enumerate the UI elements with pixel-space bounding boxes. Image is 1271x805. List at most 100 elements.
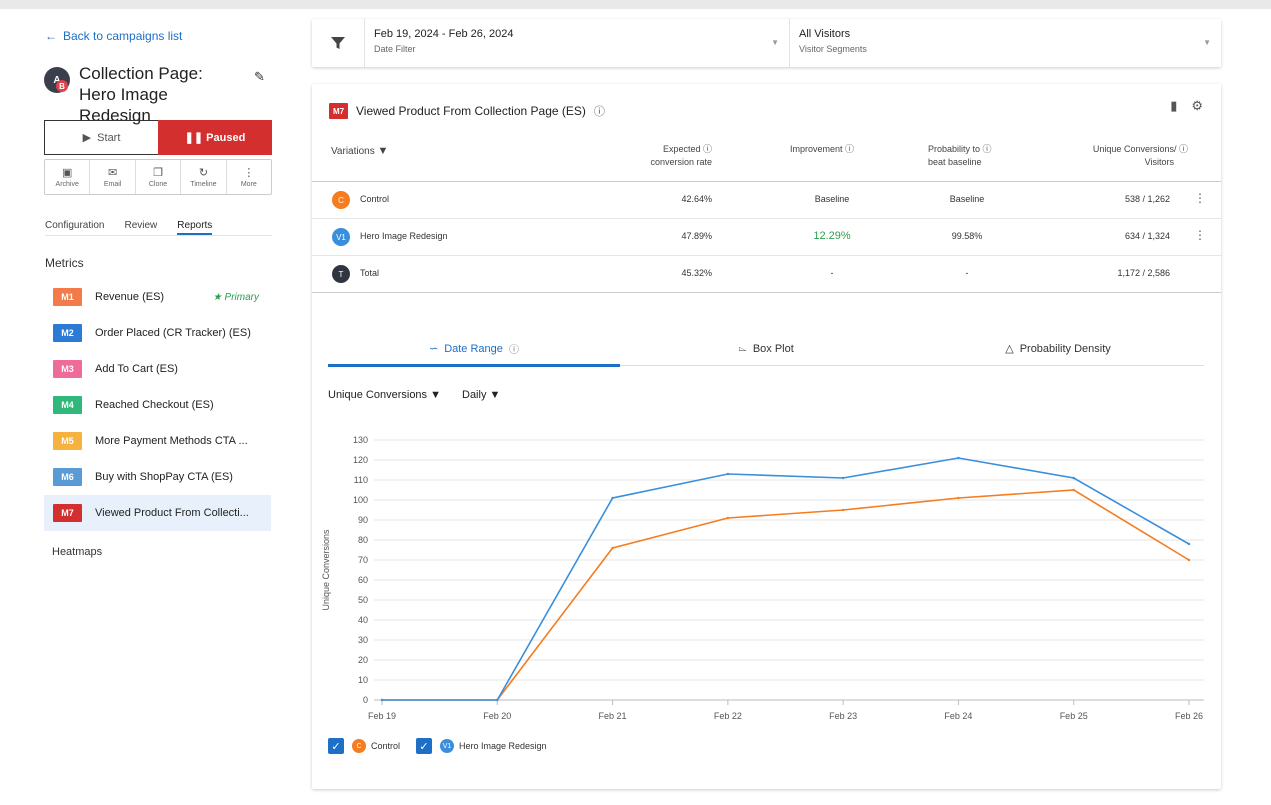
y-tick-label: 90 (358, 515, 368, 525)
variation-badge: C (332, 191, 350, 209)
metric-label: Order Placed (CR Tracker) (ES) (95, 327, 251, 339)
help-icon[interactable]: ⓘ (845, 144, 855, 154)
email-label: Email (103, 180, 122, 188)
variation-name: Hero Image Redesign (360, 231, 448, 241)
probability: 99.58% (951, 231, 983, 241)
box-plot-icon: ⌳ (738, 342, 747, 354)
kebab-icon[interactable]: ⋮ (1194, 191, 1206, 205)
metric-dropdown[interactable]: Unique Conversions ▼ (328, 389, 441, 401)
y-axis-label: Unique Conversions (321, 529, 331, 611)
probability: - (965, 268, 969, 278)
tab-review[interactable]: Review (124, 220, 158, 231)
archive-icon: ▣ (62, 166, 73, 179)
y-tick-label: 100 (353, 495, 368, 505)
checkbox-variation[interactable]: ✓ (416, 738, 433, 754)
report-title: M7 Viewed Product From Collection Page (… (329, 103, 605, 119)
probability-header: Probability to ⓘ beat baseline (928, 143, 992, 169)
conversions-header: Unique Conversions/ ⓘ Visitors (1052, 143, 1188, 169)
clone-button[interactable]: ❐ Clone (136, 160, 182, 194)
more-button[interactable]: ⋮ More (227, 160, 271, 194)
metric-badge: M5 (53, 432, 82, 450)
y-tick-label: 30 (358, 635, 368, 645)
data-point (1187, 542, 1191, 546)
history-icon: ↻ (198, 166, 209, 179)
action-bar: ▣ Archive ✉ Email ❐ Clone ↻ Timeline ⋮ More (44, 159, 272, 195)
improvement-header: Improvement ⓘ (790, 143, 854, 156)
timeline-label: Timeline (190, 180, 217, 188)
tab-configuration[interactable]: Configuration (45, 220, 105, 231)
data-point (1187, 558, 1191, 562)
kebab-icon: ⋮ (243, 166, 255, 179)
start-button[interactable]: ▶ Start (44, 120, 158, 155)
caret-down-icon: ▼ (489, 389, 501, 401)
metric-label: Viewed Product From Collecti... (95, 507, 249, 519)
density-icon: △ (1005, 343, 1014, 355)
primary-badge: ★ Primary (213, 292, 259, 303)
clone-label: Clone (148, 180, 168, 188)
visitor-segment-filter[interactable]: All Visitors Visitor Segments ▼ (790, 19, 1221, 67)
metric-item-m7[interactable]: M7 Viewed Product From Collecti... (44, 495, 271, 531)
back-link[interactable]: ← Back to campaigns list (45, 29, 182, 43)
chart-legend: ✓ C Control ✓ V1 Hero Image Redesign (328, 738, 547, 754)
tab-label: Box Plot (752, 342, 794, 355)
heatmaps-section[interactable]: Heatmaps (52, 546, 103, 558)
y-tick-label: 120 (353, 455, 368, 465)
top-strip (0, 0, 1271, 9)
tab-date-range[interactable]: ∽ Date Range ⓘ (328, 332, 620, 367)
arrow-left-icon: ← (45, 29, 57, 43)
metric-label: Reached Checkout (ES) (95, 399, 214, 411)
info-icon[interactable]: ⓘ (593, 106, 605, 118)
kebab-icon[interactable]: ⋮ (1194, 228, 1206, 242)
bookmark-icon[interactable]: ▮ (1170, 98, 1178, 113)
metric-item-m2[interactable]: M2 Order Placed (CR Tracker) (ES) (44, 315, 271, 351)
help-icon[interactable]: ⓘ (1178, 144, 1188, 154)
more-label: More (240, 180, 257, 188)
metric-badge: M6 (53, 468, 82, 486)
legend-label: Control (371, 741, 401, 751)
x-tick-label: Feb 21 (599, 711, 627, 721)
metric-item-m5[interactable]: M5 More Payment Methods CTA ... (44, 423, 271, 459)
header-line: Expected (662, 144, 701, 154)
campaign-title: Collection Page: Hero Image Redesign (79, 64, 203, 125)
paused-button[interactable]: ❚❚ Paused (158, 120, 272, 155)
metric-item-m6[interactable]: M6 Buy with ShopPay CTA (ES) (44, 459, 271, 495)
help-icon[interactable]: ⓘ (702, 144, 712, 154)
metric-item-m4[interactable]: M4 Reached Checkout (ES) (44, 387, 271, 423)
data-point (957, 496, 960, 500)
tab-probability-density[interactable]: △ Probability Density (912, 332, 1204, 365)
tab-reports[interactable]: Reports (177, 220, 213, 235)
back-link-label: Back to campaigns list (63, 29, 183, 43)
y-tick-label: 60 (358, 575, 368, 585)
series-line-control (382, 489, 1190, 701)
x-tick-label: Feb 22 (714, 711, 742, 721)
metric-item-m1[interactable]: M1 Revenue (ES) ★ Primary (44, 279, 271, 315)
pencil-icon[interactable]: ✎ (254, 69, 265, 84)
card-tools: ▮ ⚙ (1170, 98, 1203, 114)
interval-dropdown[interactable]: Daily ▼ (462, 389, 500, 401)
email-button[interactable]: ✉ Email (90, 160, 136, 194)
tab-label: Date Range (444, 342, 503, 355)
checkbox-control[interactable]: ✓ (328, 738, 344, 754)
table-header: Variations ▼ Expected ⓘ conversion rate I… (312, 132, 1221, 182)
data-point (841, 476, 845, 480)
help-icon[interactable]: ⓘ (982, 144, 992, 154)
timeline-button[interactable]: ↻ Timeline (181, 160, 227, 194)
gear-icon[interactable]: ⚙ (1191, 98, 1203, 113)
metric-badge: M7 (53, 504, 82, 522)
date-filter[interactable]: Feb 19, 2024 - Feb 26, 2024 Date Filter … (365, 19, 790, 67)
metric-item-m3[interactable]: M3 Add To Cart (ES) (44, 351, 271, 387)
archive-button[interactable]: ▣ Archive (45, 160, 91, 194)
variation-name: Total (360, 268, 380, 278)
metric-badge: M7 (329, 103, 348, 119)
improvement: - (830, 268, 834, 278)
x-tick-label: Feb 20 (483, 711, 511, 721)
segment-label: Visitor Segments (799, 44, 867, 54)
filter-icon[interactable]: ▼ (377, 145, 389, 157)
x-tick-label: Feb 23 (829, 711, 857, 721)
tab-box-plot[interactable]: ⌳ Box Plot (620, 332, 912, 365)
x-tick-label: Feb 25 (1060, 711, 1088, 721)
data-point (611, 496, 614, 500)
table-row-total: T Total 45.32% - - 1,172 / 2,586 (312, 256, 1221, 293)
